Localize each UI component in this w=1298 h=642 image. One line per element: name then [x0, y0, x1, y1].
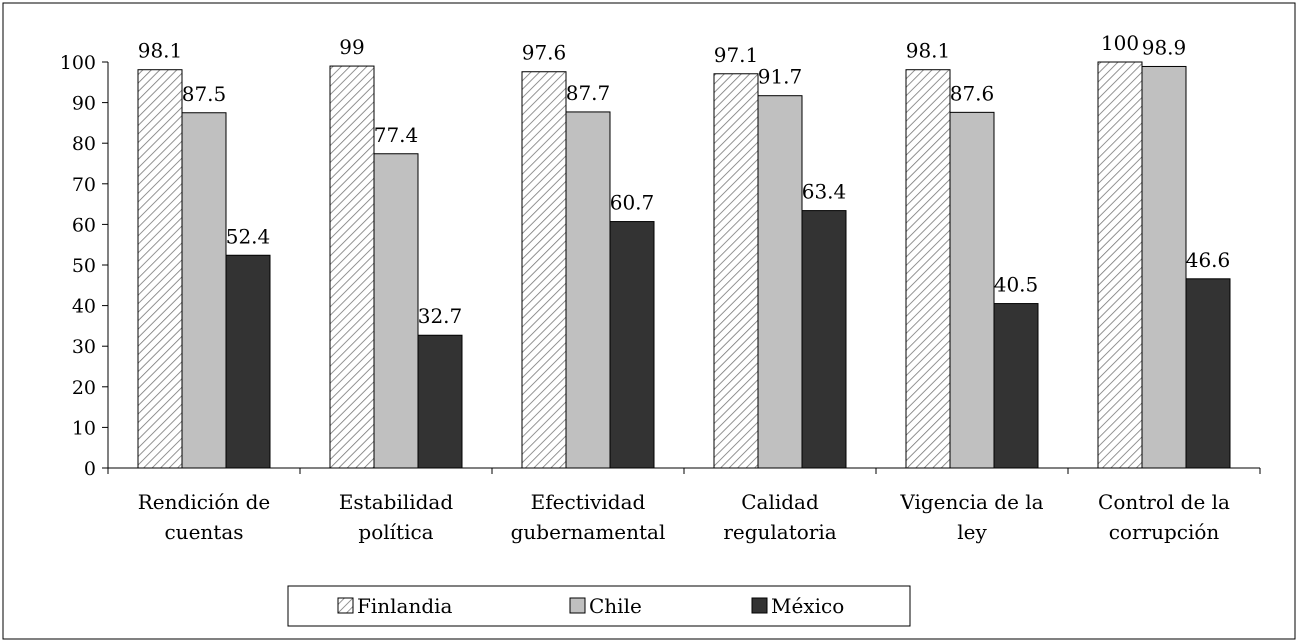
- y-tick-label: 80: [72, 133, 96, 155]
- bar-méxico-2: [609, 221, 655, 469]
- y-tick-label: 90: [72, 93, 96, 115]
- y-tick-label: 70: [72, 174, 96, 196]
- data-label: 100: [1101, 31, 1139, 55]
- legend-swatch-finlandia: [337, 597, 354, 614]
- bar-chile-5: [1141, 65, 1187, 469]
- bar-méxico-3: [801, 210, 847, 469]
- data-label: 99: [339, 35, 364, 59]
- category-label-line: gubernamental: [511, 520, 666, 544]
- bar-méxico-4: [993, 303, 1039, 469]
- bar-finlandia-1: [329, 65, 375, 469]
- data-label: 60.7: [610, 191, 655, 215]
- data-label: 98.1: [906, 39, 951, 63]
- bar-chile-1: [373, 153, 419, 469]
- x-axis: [107, 467, 1261, 474]
- bar-finlandia-3: [713, 73, 759, 469]
- y-axis: 0 10 20 30 40 50 60 70 80 90 100: [60, 52, 109, 480]
- category-label: Calidad regulatoria: [723, 490, 836, 544]
- y-tick-label: 100: [60, 52, 96, 74]
- data-label: 87.6: [950, 81, 995, 105]
- data-labels: 98.1 87.5 52.4 99 77.4 32.7 97.6 87.7 60.7 97.191…: [138, 31, 1231, 328]
- data-label: 91.7: [758, 65, 803, 89]
- data-label: 52.4: [226, 224, 271, 248]
- legend-label: Finlandia: [357, 594, 453, 618]
- legend-label: México: [771, 594, 844, 618]
- category-label: Control de la corrupción: [1098, 490, 1230, 544]
- category-label-line: Efectividad: [531, 490, 646, 514]
- category-label-line: ley: [957, 520, 987, 544]
- category-label: Estabilidad política: [339, 490, 454, 544]
- bar-méxico-0: [225, 254, 271, 469]
- data-label: 87.7: [566, 81, 611, 105]
- y-tick-label: 0: [84, 458, 96, 480]
- y-tick-label: 60: [72, 214, 96, 236]
- data-label: 98.1: [138, 39, 183, 63]
- bar-méxico-5: [1185, 278, 1231, 469]
- category-label: Efectividad gubernamental: [511, 490, 666, 544]
- bar-finlandia-5: [1097, 61, 1143, 469]
- data-label: 63.4: [802, 180, 847, 204]
- bar-finlandia-4: [905, 69, 951, 469]
- data-label: 97.6: [522, 41, 567, 65]
- bar-finlandia-2: [521, 71, 567, 469]
- y-tick-label: 30: [72, 336, 96, 358]
- y-tick-label: 20: [72, 377, 96, 399]
- category-label: Vigencia de la ley: [899, 490, 1043, 544]
- category-label-line: política: [358, 520, 433, 544]
- bar-chile-4: [949, 111, 995, 469]
- bar-chile-0: [181, 112, 227, 469]
- bar-chile-3: [757, 95, 803, 469]
- data-label: 77.4: [374, 123, 419, 147]
- data-label: 32.7: [418, 304, 463, 328]
- legend-box: [287, 585, 911, 627]
- category-label-line: Vigencia de la: [899, 490, 1043, 514]
- legend-label: Chile: [589, 594, 642, 618]
- y-tick-label: 40: [72, 296, 96, 318]
- bar-chile-2: [565, 111, 611, 469]
- y-tick-label: 50: [72, 255, 96, 277]
- data-label: 97.1: [714, 43, 759, 67]
- bars: [137, 61, 1231, 469]
- legend-swatch-chile: [569, 597, 586, 614]
- category-label-line: Calidad: [741, 490, 819, 514]
- legend-swatch-méxico: [751, 597, 768, 614]
- bar-finlandia-0: [137, 69, 183, 469]
- legend: Finlandia Chile México: [287, 585, 911, 627]
- data-label: 87.5: [182, 82, 227, 106]
- category-label-line: cuentas: [164, 520, 243, 544]
- data-label: 46.6: [1186, 248, 1231, 272]
- data-label: 98.9: [1142, 35, 1187, 59]
- data-label: 40.5: [994, 273, 1039, 297]
- category-label-line: Control de la: [1098, 490, 1230, 514]
- y-tick-label: 10: [72, 417, 96, 439]
- category-label-line: Estabilidad: [339, 490, 454, 514]
- bar-méxico-1: [417, 334, 463, 469]
- category-label-line: regulatoria: [723, 520, 836, 544]
- category-labels: Rendición de cuentas Estabilidad política Ef…: [138, 490, 1230, 544]
- category-label-line: Rendición de: [138, 490, 271, 514]
- category-label-line: corrupción: [1109, 520, 1220, 544]
- category-label: Rendición de cuentas: [138, 490, 271, 544]
